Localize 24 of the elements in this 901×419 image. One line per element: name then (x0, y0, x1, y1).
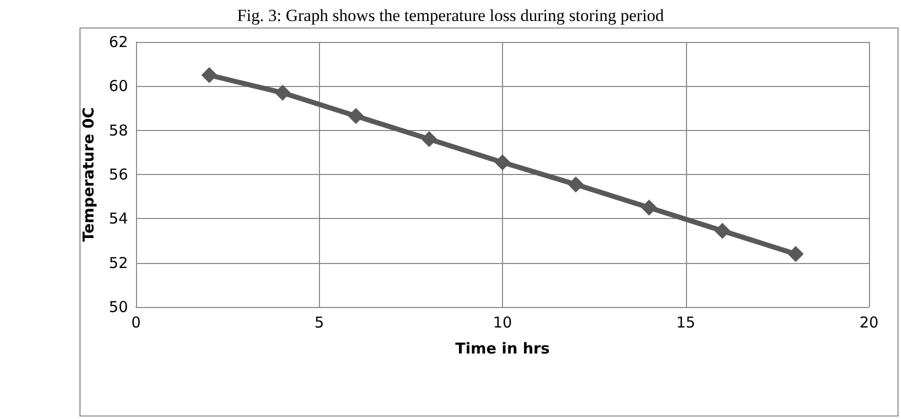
point (274, 84, 291, 101)
y-tick-label: 50 (108, 298, 128, 316)
point (348, 108, 364, 124)
chart-title: Fig. 3: Graph shows the temperature loss during storing period (237, 6, 664, 25)
y-axis-title: Temperature 0C (80, 107, 98, 242)
point (714, 222, 730, 239)
x-tick-label: 15 (676, 314, 696, 332)
point (201, 67, 218, 84)
x-tick-label: 20 (859, 314, 879, 332)
x-tick-label: 10 (492, 314, 512, 332)
y-tick-label: 62 (108, 33, 128, 51)
y-tick-label: 56 (108, 166, 128, 184)
point (494, 154, 510, 170)
x-axis-title: Time in hrs (455, 340, 550, 358)
y-tick-label: 58 (108, 121, 128, 140)
x-tick-label: 5 (314, 314, 324, 332)
y-tick-label: 54 (108, 210, 128, 228)
y-tick-label: 52 (108, 254, 128, 272)
point (641, 200, 658, 216)
point (568, 176, 584, 192)
x-tick-label: 0 (131, 314, 141, 332)
point (788, 246, 804, 262)
y-tick-label: 60 (108, 77, 128, 96)
point (421, 131, 438, 148)
